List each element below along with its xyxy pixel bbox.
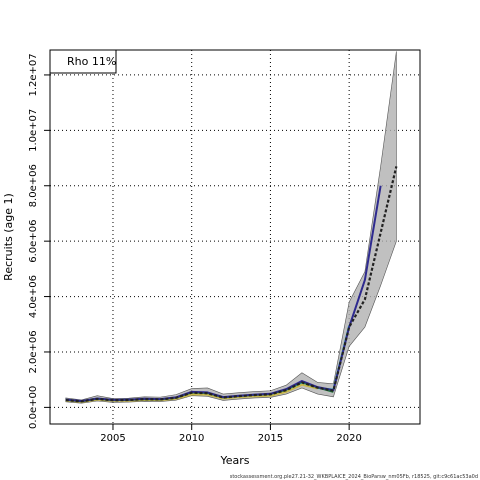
confidence-band [65,51,397,404]
x-axis-title: Years [219,454,249,467]
y-tick-label: 1.2e+07 [28,53,39,96]
x-tick-label: 2005 [100,433,125,444]
legend-box [49,49,117,74]
y-tick-label: 2.0e+06 [28,330,39,373]
series-line-5 [65,166,398,403]
plot-frame [49,49,421,425]
x-tick-label: 2010 [179,433,204,444]
y-tick-label: 0.0e+00 [28,386,39,429]
x-tick-label: 2015 [258,433,283,444]
legend-label: Rho 11% [67,55,116,68]
y-axis: 0.0e+00 2.0e+06 4.0e+06 6.0e+06 8.0e+06 1.0e+… [28,53,50,429]
grid [50,50,420,424]
x-axis: 2005 2010 2015 2020 [100,424,362,444]
confidence-band-group [65,51,397,404]
series-lines-group [65,166,398,403]
y-tick-label: 8.0e+06 [28,164,39,207]
footer-text: stockassessment.org.ple27.21-32_WKBPLAIC… [230,474,478,480]
legend: Rho 11% [49,49,117,74]
y-tick-label: 6.0e+06 [28,220,39,263]
y-tick-label: 4.0e+06 [28,275,39,318]
y-axis-title: Recruits (age 1) [2,193,15,281]
y-tick-label: 1.0e+07 [28,109,39,152]
x-tick-label: 2020 [336,433,361,444]
